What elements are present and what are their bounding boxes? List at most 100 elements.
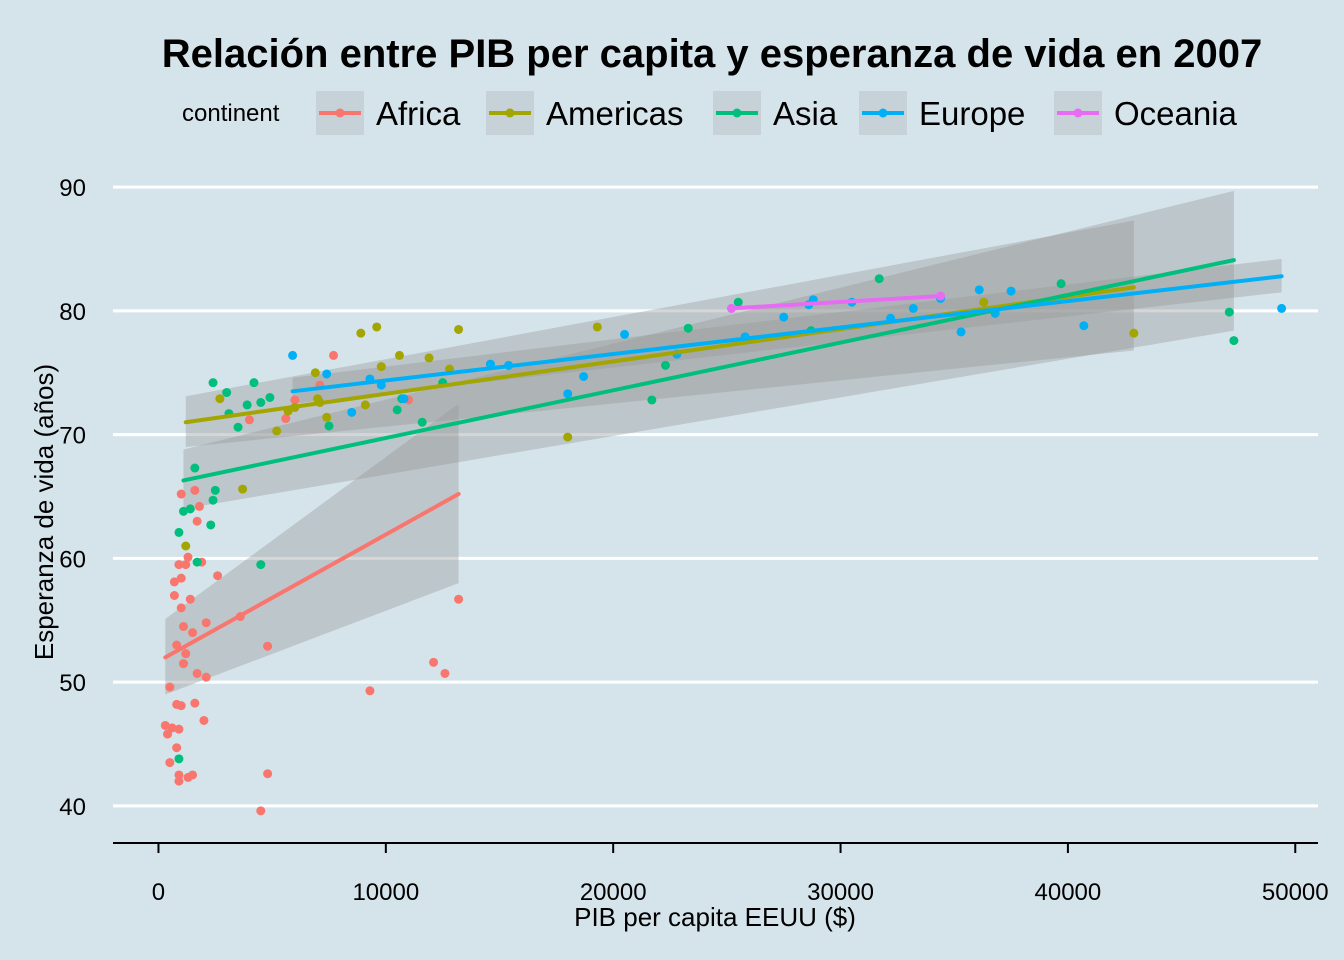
point-americas (360, 400, 370, 410)
fit-line-asia (181, 258, 1236, 483)
gridlines (113, 185, 1318, 808)
point-africa (181, 560, 191, 570)
point-africa (185, 594, 195, 604)
x-tick-label: 20000 (580, 879, 647, 906)
point-europe (563, 389, 573, 399)
trend-lines (163, 258, 1284, 660)
point-europe (974, 285, 984, 295)
fit-line-europe (290, 274, 1284, 394)
point-americas (372, 322, 382, 332)
point-africa (178, 659, 188, 669)
legend-dot-africa (335, 108, 345, 118)
point-europe (399, 394, 409, 404)
point-asia (178, 506, 188, 516)
point-asia (660, 360, 670, 370)
point-africa (188, 770, 198, 780)
point-europe (322, 369, 332, 379)
point-asia (233, 422, 243, 432)
x-tick-label: 50000 (1262, 879, 1329, 906)
point-americas (238, 484, 248, 494)
point-asia (210, 485, 220, 495)
point-africa (167, 723, 177, 733)
point-africa (178, 621, 188, 631)
point-asia (647, 395, 657, 405)
point-europe (1277, 303, 1287, 313)
point-africa (190, 698, 200, 708)
x-tick-label: 0 (152, 879, 165, 906)
point-americas (1129, 328, 1139, 338)
legend-label-europe: Europe (919, 95, 1025, 132)
point-africa (290, 395, 300, 405)
x-tick-label: 30000 (807, 879, 874, 906)
point-americas (322, 412, 332, 422)
point-europe (1079, 321, 1089, 331)
fit-line-oceania (729, 294, 943, 311)
point-africa (256, 806, 266, 816)
point-africa (440, 668, 450, 678)
point-americas (424, 353, 434, 363)
point-asia (208, 378, 218, 388)
point-americas (563, 432, 573, 442)
point-africa (163, 729, 173, 739)
legend: continent Africa Americas Asia Europe Oceani… (182, 91, 1238, 135)
y-tick-label: 70 (59, 423, 86, 450)
point-africa (192, 668, 202, 678)
point-africa (181, 649, 191, 659)
point-africa (176, 603, 186, 613)
point-asia (1056, 279, 1066, 289)
point-africa (172, 743, 182, 753)
data-points (160, 274, 1287, 816)
point-europe (779, 312, 789, 322)
point-asia (1224, 307, 1234, 317)
point-africa (172, 640, 182, 650)
point-africa (174, 770, 184, 780)
point-europe (347, 407, 357, 417)
point-europe (1006, 286, 1016, 296)
point-americas (356, 328, 366, 338)
point-africa (190, 485, 200, 495)
point-europe (288, 350, 298, 360)
confidence-bands (165, 190, 1282, 695)
point-asia (185, 504, 195, 514)
point-americas (272, 426, 282, 436)
point-africa (194, 501, 204, 511)
legend-label-africa: Africa (376, 95, 461, 132)
point-africa (174, 560, 184, 570)
legend-dot-oceania (1073, 108, 1083, 118)
point-europe (620, 329, 630, 339)
point-americas (376, 362, 386, 372)
fit-line-africa (163, 492, 461, 660)
point-asia (324, 421, 334, 431)
point-asia (417, 417, 427, 427)
legend-dot-americas (505, 108, 515, 118)
point-africa (176, 701, 186, 711)
point-asia (733, 297, 743, 307)
band-africa (165, 403, 459, 695)
point-africa (174, 724, 184, 734)
point-africa (263, 769, 273, 779)
point-americas (181, 541, 191, 551)
point-europe (956, 327, 966, 337)
point-asia (683, 323, 693, 333)
point-asia (392, 405, 402, 415)
point-africa (213, 571, 223, 581)
y-tick-label: 80 (59, 299, 86, 326)
point-africa (188, 628, 198, 638)
point-africa (183, 552, 193, 562)
point-asia (174, 754, 184, 764)
point-africa (329, 350, 339, 360)
point-americas (592, 322, 602, 332)
y-axis-ticks: 40 50 60 70 80 90 (59, 175, 86, 821)
point-asia (206, 520, 216, 530)
point-asia (222, 388, 232, 398)
point-americas (310, 368, 320, 378)
point-africa (199, 715, 209, 725)
point-europe (579, 371, 589, 381)
chart-title: Relación entre PIB per capita y esperanz… (162, 32, 1263, 76)
point-asia (174, 527, 184, 537)
point-asia (265, 393, 275, 402)
legend-label-oceania: Oceania (1114, 95, 1238, 132)
point-asia (208, 495, 218, 505)
point-africa (165, 682, 175, 692)
